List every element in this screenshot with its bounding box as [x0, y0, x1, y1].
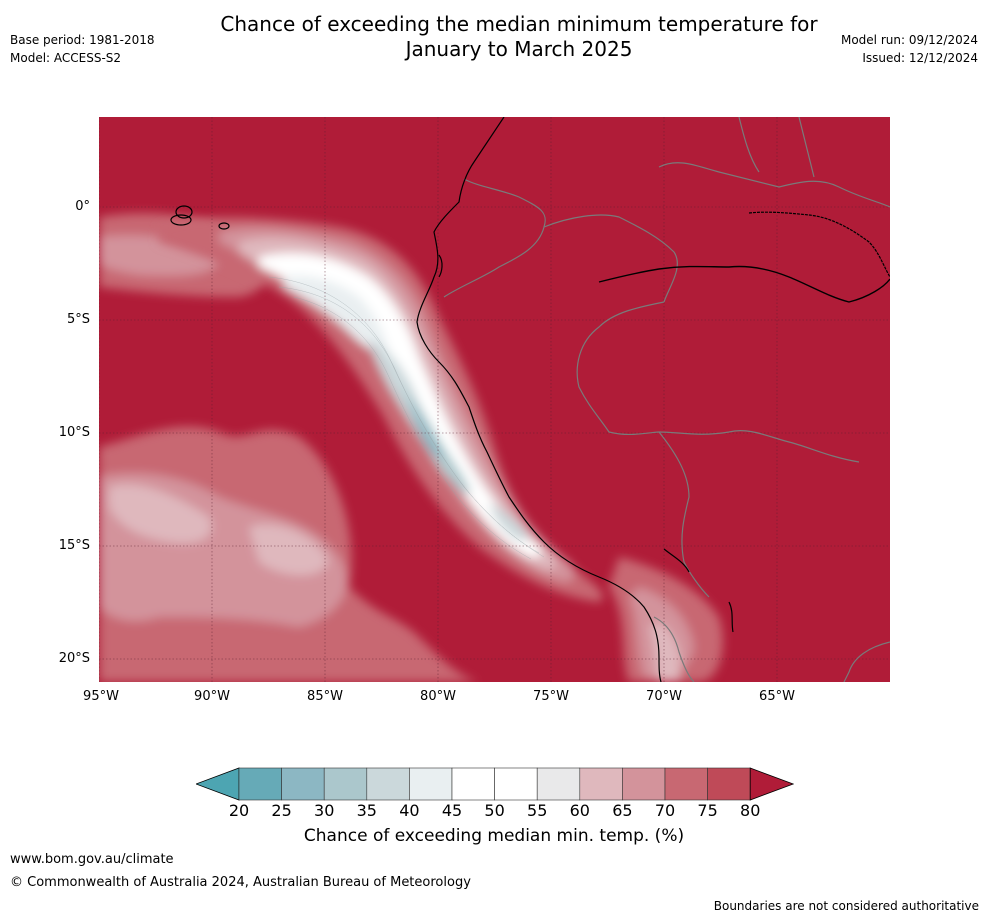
colorbar-segment [664, 767, 708, 801]
meta-right: Model run: 09/12/2024 Issued: 12/12/2024 [841, 31, 978, 67]
colorbar-segment [707, 767, 751, 801]
colorbar-label: 35 [356, 801, 377, 820]
colorbar-label: 55 [527, 801, 548, 820]
lat-tick-10s: 10°S [58, 425, 90, 440]
model-label: Model: ACCESS-S2 [10, 51, 122, 65]
coastal-anomaly-band [159, 217, 603, 602]
lat-tick-20s: 20°S [58, 651, 90, 666]
lat-tick-15s: 15°S [58, 538, 90, 553]
meta-left: Base period: 1981-2018 Model: ACCESS-S2 [10, 31, 155, 67]
probability-map [99, 117, 890, 682]
lon-tick-85w: 85°W [307, 689, 343, 704]
colorbar-segment [536, 767, 581, 801]
colorbar-title: Chance of exceeding median min. temp. (%… [303, 826, 685, 846]
lon-tick-70w: 70°W [646, 689, 682, 704]
lon-tick-75w: 75°W [533, 689, 569, 704]
colorbar-label: 65 [612, 801, 633, 820]
colorbar-segment [622, 767, 666, 801]
country-boundaries [443, 117, 890, 682]
colorbar-segment [323, 767, 368, 801]
colorbar-under-arrow [196, 767, 240, 801]
colorbar-label: 45 [441, 801, 463, 820]
colorbar-segment [281, 767, 325, 801]
lon-tick-65w: 65°W [759, 689, 795, 704]
colorbar-label: 20 [228, 801, 250, 820]
colorbar-label: 60 [569, 801, 590, 820]
colorbar-segment [238, 767, 282, 801]
lon-tick-90w: 90°W [194, 689, 230, 704]
colorbar-segment [366, 767, 410, 801]
colorbar-label: 40 [399, 801, 420, 820]
map-canvas [99, 117, 890, 682]
colorbar-over-arrow [749, 767, 794, 801]
colorbar-label: 50 [484, 801, 505, 820]
footer-copyright: © Commonwealth of Australia 2024, Austra… [10, 875, 471, 890]
colorbar-segment [494, 767, 538, 801]
colorbar-segment [451, 767, 495, 801]
colorbar-segment [409, 767, 453, 801]
lat-tick-5s: 5°S [66, 312, 90, 327]
colorbar-label: 70 [654, 801, 676, 820]
colorbar-label: 25 [271, 801, 292, 820]
map-title: Chance of exceeding the median minimum t… [160, 12, 878, 62]
map-title-line1: Chance of exceeding the median minimum t… [220, 12, 818, 36]
lat-tick-0: 0° [75, 199, 90, 214]
coastline [170, 117, 890, 682]
colorbar-segment [579, 767, 623, 801]
map-title-line2: January to March 2025 [405, 37, 633, 61]
colorbar-label: 80 [740, 801, 761, 820]
lon-tick-80w: 80°W [420, 689, 456, 704]
base-period-label: Base period: 1981-2018 [10, 33, 155, 47]
lon-tick-95w: 95°W [83, 689, 119, 704]
footer-url: www.bom.gov.au/climate [10, 852, 174, 867]
model-run-label: Model run: 09/12/2024 [840, 33, 978, 47]
contour-lines [268, 276, 545, 560]
colorbar [196, 767, 794, 801]
footer-note: Boundaries are not considered authoritat… [713, 899, 979, 913]
colorbar-label: 75 [697, 801, 718, 820]
colorbar-label: 30 [314, 801, 335, 820]
issued-label: Issued: 12/12/2024 [862, 51, 978, 65]
